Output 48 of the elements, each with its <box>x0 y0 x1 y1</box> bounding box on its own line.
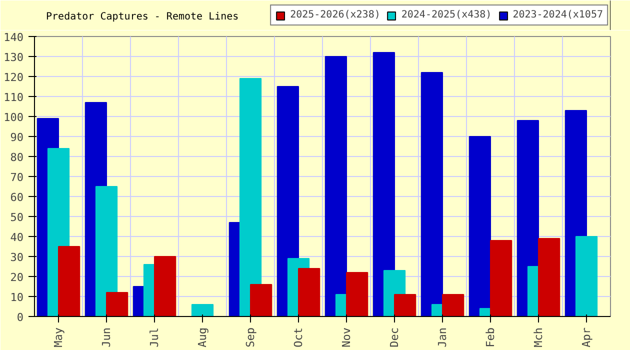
bar <box>298 268 320 316</box>
y-tick-label: 30 <box>10 251 24 264</box>
y-tick-label: 40 <box>10 231 24 244</box>
x-tick-label: Sep <box>244 327 257 348</box>
y-tick-label: 20 <box>10 271 24 284</box>
bar <box>106 292 128 316</box>
legend-label: 2024-2025(x438) <box>401 10 492 20</box>
y-tick-label: 90 <box>10 131 24 144</box>
x-tick-label: Aug <box>196 327 209 348</box>
legend-label: 2023-2024(x1057 <box>512 10 603 20</box>
bar <box>191 304 214 316</box>
chart-title: Predator Captures - Remote Lines <box>46 12 239 22</box>
bar <box>346 272 368 316</box>
y-tick-label: 50 <box>10 211 24 224</box>
y-tick-label: 70 <box>10 171 24 184</box>
x-tick-label: Nov <box>340 327 353 348</box>
bar <box>324 56 347 316</box>
bar <box>442 294 464 316</box>
x-tick-label: Mch <box>532 327 545 348</box>
bar <box>468 136 491 316</box>
y-tick-label: 110 <box>4 91 24 104</box>
bar <box>372 52 395 316</box>
x-tick-label: Jul <box>148 327 161 348</box>
y-tick-label: 80 <box>10 151 24 164</box>
bar <box>394 294 416 316</box>
bar <box>575 236 598 316</box>
bar <box>239 78 262 316</box>
bar <box>490 240 512 316</box>
y-tick-label: 100 <box>4 111 24 124</box>
y-tick-label: 140 <box>4 31 24 44</box>
y-tick-label: 60 <box>10 191 24 204</box>
y-tick-label: 130 <box>4 51 24 64</box>
y-tick-label: 0 <box>16 311 24 324</box>
x-tick-label: Jan <box>436 327 449 348</box>
x-tick-label: May <box>52 327 65 348</box>
x-tick-label: Oct <box>292 327 305 348</box>
x-tick-label: Feb <box>484 327 497 348</box>
x-tick-label: Dec <box>388 327 401 348</box>
y-tick-label: 120 <box>4 71 24 84</box>
x-tick-label: Apr <box>580 327 593 348</box>
bar <box>250 284 272 316</box>
legend-label: 2025-2026(x238) <box>290 10 380 20</box>
bar <box>538 238 560 316</box>
bar <box>154 256 176 316</box>
y-tick-label: 10 <box>10 291 24 304</box>
bar <box>420 72 443 316</box>
x-tick-label: Jun <box>100 327 113 348</box>
bar <box>58 246 80 316</box>
